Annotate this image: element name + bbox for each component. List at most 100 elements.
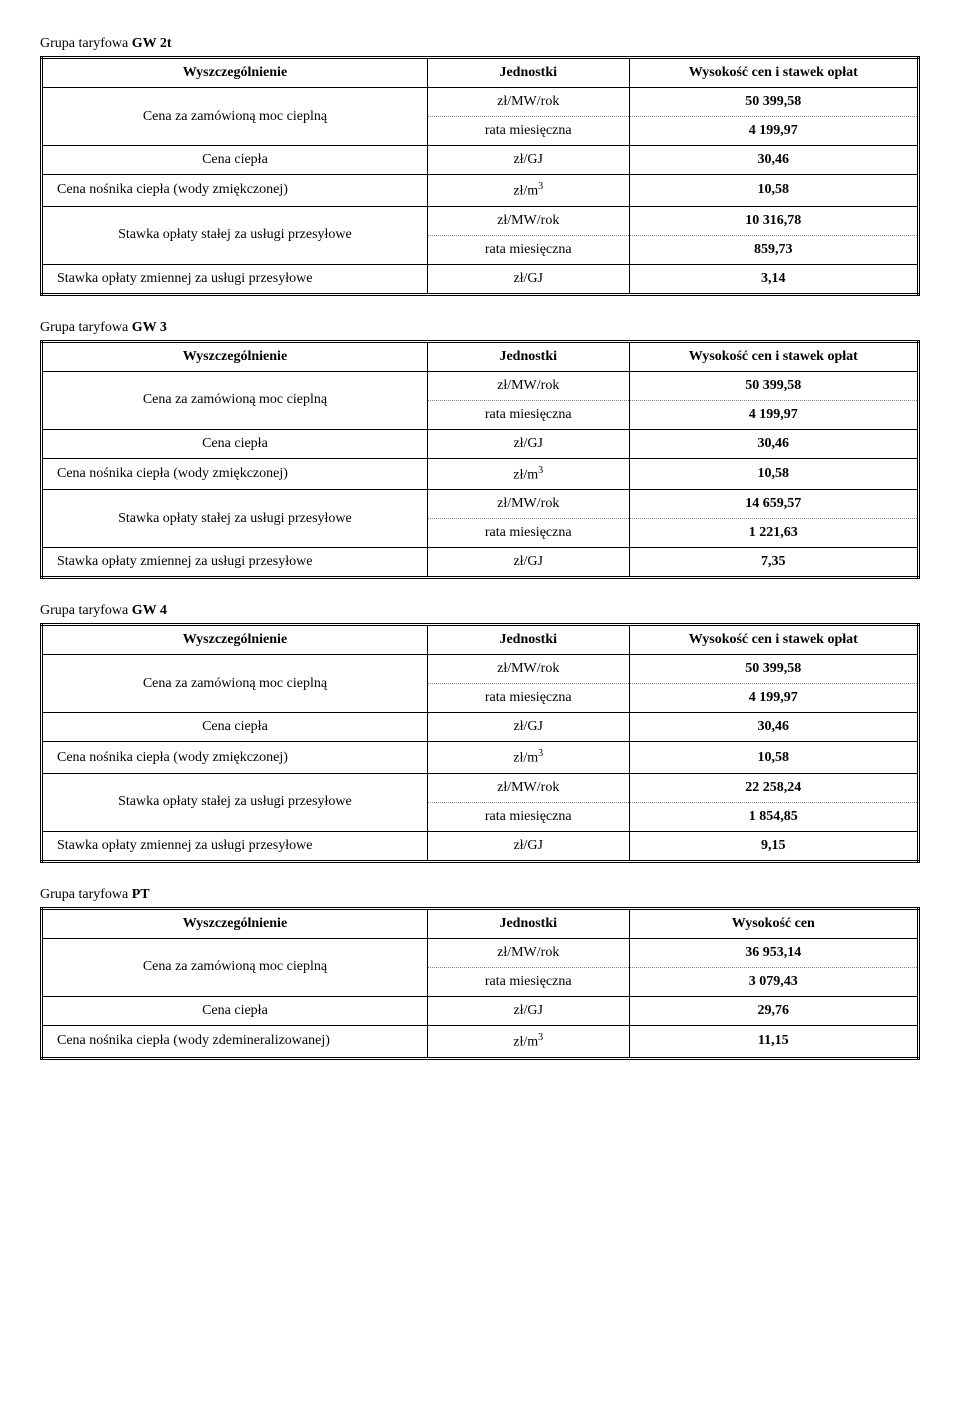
group-code: GW 4: [132, 603, 167, 618]
row-label-fixed-fee: Stawka opłaty stałej za usługi przesyłow…: [42, 773, 428, 831]
cell-value: 4 199,97: [629, 117, 918, 146]
row-label-ordered-power: Cena za zamówioną moc cieplną: [42, 371, 428, 429]
row-label-fixed-fee: Stawka opłaty stałej za usługi przesyłow…: [42, 490, 428, 548]
cell-value: 4 199,97: [629, 684, 918, 713]
cell-value: 859,73: [629, 235, 918, 264]
cell-value: 10 316,78: [629, 206, 918, 235]
col-header-unit: Jednostki: [427, 908, 629, 938]
cell-unit: rata miesięczna: [427, 684, 629, 713]
cell-value: 3,14: [629, 264, 918, 294]
table-row: Cena za zamówioną moc cieplną zł/MW/rok …: [42, 655, 919, 684]
table-row: Cena nośnika ciepła (wody zmiękczonej) z…: [42, 458, 919, 490]
cell-value: 14 659,57: [629, 490, 918, 519]
cell-value: 11,15: [629, 1025, 918, 1058]
table-header-row: Wyszczególnienie Jednostki Wysokość cen …: [42, 341, 919, 371]
row-label-ordered-power: Cena za zamówioną moc cieplną: [42, 938, 428, 996]
group-code: PT: [132, 887, 150, 902]
col-header-unit: Jednostki: [427, 625, 629, 655]
cell-value: 7,35: [629, 548, 918, 578]
cell-value: 10,58: [629, 458, 918, 490]
table-header-row: Wyszczególnienie Jednostki Wysokość cen: [42, 908, 919, 938]
table-row: Stawka opłaty stałej za usługi przesyłow…: [42, 206, 919, 235]
cell-value: 22 258,24: [629, 773, 918, 802]
group-code: GW 2t: [132, 36, 172, 51]
col-header-item: Wyszczególnienie: [42, 58, 428, 88]
row-label-carrier-demin: Cena nośnika ciepła (wody zdemineralizow…: [42, 1025, 428, 1058]
col-header-item: Wyszczególnienie: [42, 908, 428, 938]
cell-unit: rata miesięczna: [427, 235, 629, 264]
cell-value: 50 399,58: [629, 655, 918, 684]
cell-unit: zł/MW/rok: [427, 773, 629, 802]
table-row: Cena nośnika ciepła (wody zdemineralizow…: [42, 1025, 919, 1058]
row-label-heat-price: Cena ciepła: [42, 146, 428, 175]
row-label-heat-price: Cena ciepła: [42, 713, 428, 742]
group-prefix: Grupa taryfowa: [40, 320, 132, 335]
cell-value: 1 221,63: [629, 519, 918, 548]
row-label-carrier: Cena nośnika ciepła (wody zmiękczonej): [42, 742, 428, 774]
col-header-item: Wyszczególnienie: [42, 341, 428, 371]
cell-value: 36 953,14: [629, 938, 918, 967]
cell-value: 4 199,97: [629, 400, 918, 429]
col-header-value: Wysokość cen i stawek opłat: [629, 625, 918, 655]
table-row: Cena za zamówioną moc cieplną zł/MW/rok …: [42, 938, 919, 967]
row-label-heat-price: Cena ciepła: [42, 996, 428, 1025]
row-label-ordered-power: Cena za zamówioną moc cieplną: [42, 655, 428, 713]
group-prefix: Grupa taryfowa: [40, 36, 132, 51]
cell-unit: zł/GJ: [427, 996, 629, 1025]
table-row: Stawka opłaty zmiennej za usługi przesył…: [42, 548, 919, 578]
cell-value: 30,46: [629, 713, 918, 742]
col-header-value: Wysokość cen i stawek opłat: [629, 58, 918, 88]
col-header-unit: Jednostki: [427, 341, 629, 371]
cell-unit: rata miesięczna: [427, 802, 629, 831]
table-row: Stawka opłaty zmiennej za usługi przesył…: [42, 831, 919, 861]
tariff-table-gw2t: Wyszczególnienie Jednostki Wysokość cen …: [40, 56, 920, 296]
group-title-gw3: Grupa taryfowa GW 3: [40, 320, 920, 336]
row-label-carrier: Cena nośnika ciepła (wody zmiękczonej): [42, 175, 428, 207]
table-row: Cena ciepła zł/GJ 29,76: [42, 996, 919, 1025]
tariff-table-gw3: Wyszczególnienie Jednostki Wysokość cen …: [40, 340, 920, 580]
cell-unit: zł/MW/rok: [427, 371, 629, 400]
group-prefix: Grupa taryfowa: [40, 603, 132, 618]
cell-unit: zł/m3: [427, 1025, 629, 1058]
cell-value: 10,58: [629, 175, 918, 207]
cell-unit: zł/m3: [427, 742, 629, 774]
cell-value: 10,58: [629, 742, 918, 774]
cell-unit: zł/GJ: [427, 831, 629, 861]
row-label-heat-price: Cena ciepła: [42, 429, 428, 458]
cell-unit: rata miesięczna: [427, 400, 629, 429]
table-row: Stawka opłaty stałej za usługi przesyłow…: [42, 773, 919, 802]
cell-unit: zł/GJ: [427, 713, 629, 742]
table-row: Cena ciepła zł/GJ 30,46: [42, 713, 919, 742]
table-row: Cena za zamówioną moc cieplną zł/MW/rok …: [42, 88, 919, 117]
cell-unit: zł/GJ: [427, 548, 629, 578]
table-row: Cena ciepła zł/GJ 30,46: [42, 146, 919, 175]
group-title-pt: Grupa taryfowa PT: [40, 887, 920, 903]
group-code: GW 3: [132, 320, 167, 335]
cell-unit: zł/m3: [427, 458, 629, 490]
table-row: Stawka opłaty stałej za usługi przesyłow…: [42, 490, 919, 519]
cell-unit: zł/MW/rok: [427, 206, 629, 235]
tariff-table-pt: Wyszczególnienie Jednostki Wysokość cen …: [40, 907, 920, 1060]
group-title-gw4: Grupa taryfowa GW 4: [40, 603, 920, 619]
col-header-item: Wyszczególnienie: [42, 625, 428, 655]
col-header-unit: Jednostki: [427, 58, 629, 88]
cell-value: 50 399,58: [629, 88, 918, 117]
cell-unit: zł/MW/rok: [427, 655, 629, 684]
cell-unit: zł/MW/rok: [427, 938, 629, 967]
cell-value: 30,46: [629, 429, 918, 458]
cell-unit: rata miesięczna: [427, 117, 629, 146]
cell-value: 9,15: [629, 831, 918, 861]
group-title-gw2t: Grupa taryfowa GW 2t: [40, 36, 920, 52]
row-label-var-fee: Stawka opłaty zmiennej za usługi przesył…: [42, 831, 428, 861]
table-row: Cena ciepła zł/GJ 30,46: [42, 429, 919, 458]
cell-unit: zł/MW/rok: [427, 88, 629, 117]
cell-value: 1 854,85: [629, 802, 918, 831]
cell-value: 30,46: [629, 146, 918, 175]
cell-value: 3 079,43: [629, 967, 918, 996]
cell-unit: zł/MW/rok: [427, 490, 629, 519]
row-label-fixed-fee: Stawka opłaty stałej za usługi przesyłow…: [42, 206, 428, 264]
table-row: Cena za zamówioną moc cieplną zł/MW/rok …: [42, 371, 919, 400]
cell-unit: rata miesięczna: [427, 967, 629, 996]
col-header-value: Wysokość cen i stawek opłat: [629, 341, 918, 371]
table-row: Cena nośnika ciepła (wody zmiękczonej) z…: [42, 175, 919, 207]
